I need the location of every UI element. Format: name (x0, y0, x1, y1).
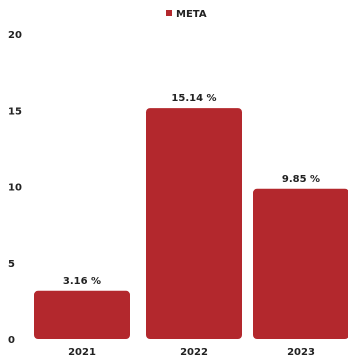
x-tick-label-2021: 2021 (68, 347, 96, 358)
bar-2021 (34, 290, 130, 339)
legend-label-meta: META (176, 9, 207, 20)
data-label-2022: 15.14 % (171, 93, 216, 104)
y-tick-label: 10 (8, 183, 22, 194)
legend-swatch (166, 10, 172, 16)
y-tick-label: 15 (8, 106, 22, 117)
y-tick-label: 5 (8, 259, 15, 270)
y-tick-label: 0 (8, 335, 15, 346)
data-labels-group: 3.16 % 15.14 % 9.85 % (63, 93, 320, 287)
x-tick-label-2023: 2023 (287, 347, 315, 358)
x-tick-label-2022: 2022 (180, 347, 208, 358)
y-axis: 0 5 10 15 20 (8, 30, 22, 346)
data-label-2023: 9.85 % (282, 174, 320, 185)
x-axis: 2021 2022 2023 (68, 347, 315, 358)
bars-group (34, 108, 348, 340)
data-label-2021: 3.16 % (63, 276, 101, 287)
legend: META (166, 9, 207, 20)
y-tick-label: 20 (8, 30, 22, 41)
bar-2022 (146, 108, 242, 340)
bar-2023 (253, 188, 348, 339)
